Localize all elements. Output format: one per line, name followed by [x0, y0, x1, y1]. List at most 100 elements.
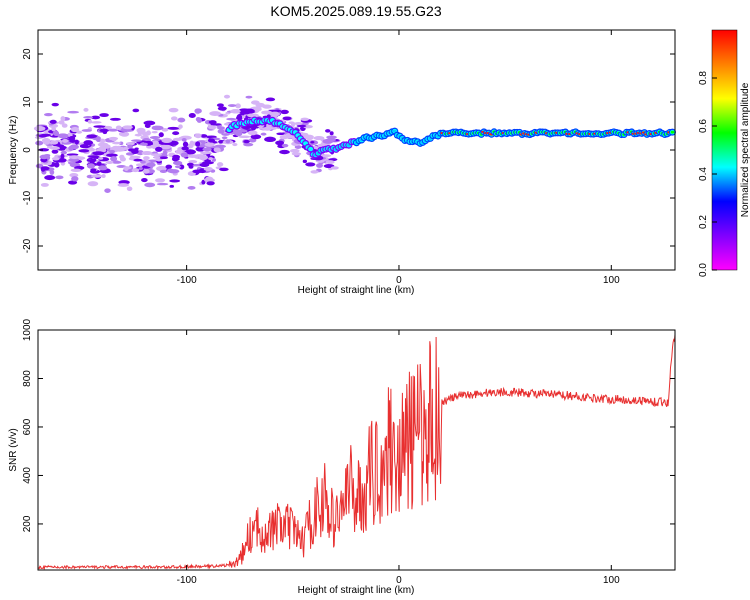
spectrogram-cell [69, 144, 79, 150]
spectrogram-cell [213, 147, 219, 152]
spectrogram-cell [110, 156, 118, 162]
spectrogram-cell [304, 135, 314, 141]
spectrogram-cell [199, 162, 210, 167]
spectrogram-cell [112, 141, 121, 145]
spectrogram-cell [88, 155, 100, 159]
spectrogram-cell [162, 150, 168, 155]
spectrogram-cell [243, 142, 254, 147]
colorbar-label: Normalized spectral amplitude [740, 82, 750, 217]
spectrogram-cell [59, 145, 67, 150]
spectrogram-cell [126, 142, 135, 146]
spectrogram-cell [87, 119, 93, 124]
spectrogram-cell [326, 135, 337, 139]
spectrogram-cell [308, 146, 314, 152]
spectrogram-x-axis-label: Height of straight line (km) [298, 285, 415, 296]
spectrogram-cell [131, 168, 140, 173]
spectrogram-cell [43, 153, 51, 157]
spectrogram-cell [89, 160, 95, 164]
snr-x-axis-label: Height of straight line (km) [298, 585, 415, 596]
spectrogram-cell [168, 107, 179, 113]
spectrogram-cell [151, 130, 158, 134]
spectrogram-cell [275, 140, 285, 146]
spectrogram-cell [120, 131, 130, 137]
spectrogram-cell [109, 149, 116, 154]
spectrogram-cell [330, 166, 339, 170]
spectrogram-cell [236, 114, 243, 120]
spectrogram-cell [95, 137, 101, 142]
spectrogram-cell [98, 157, 104, 160]
snr-panel: -100 0 100 200 400 600 800 1000 Height of strai… [8, 318, 676, 596]
spectrogram-cell [93, 125, 106, 128]
spectrogram-cell [219, 167, 229, 172]
spectrogram-cell [325, 160, 335, 165]
spectrogram-cell [206, 181, 215, 186]
spectrogram-cell [223, 122, 230, 126]
spectrogram-cell [49, 146, 61, 150]
spectrogram-cell [172, 131, 180, 136]
spectrogram-cell [325, 138, 337, 142]
spectrogram-cell [107, 128, 119, 132]
spectrogram-cell [264, 136, 276, 143]
spectrogram-cell [289, 148, 300, 153]
spectrogram-cell [294, 121, 303, 126]
spectrogram-cell [188, 113, 196, 119]
spectrogram-cell [119, 156, 126, 162]
spectrogram-cell [141, 151, 153, 156]
spectrogram-cell [226, 117, 237, 121]
spectrogram-cell [40, 182, 49, 187]
spectrogram-cell [279, 135, 289, 140]
spectrogram-cell [69, 139, 77, 143]
spectrogram-cell [230, 109, 241, 114]
spectrogram-cell [51, 149, 59, 154]
spectrogram-cell [51, 126, 57, 132]
y-tick-label: 10 [22, 96, 33, 108]
spectrogram-cell [181, 146, 189, 151]
spectrogram-cell [151, 125, 164, 131]
spectrogram-cell [247, 130, 258, 136]
spectrogram-cell [195, 141, 201, 147]
spectrogram-cell [392, 129, 397, 133]
y-tick-label: 200 [22, 515, 33, 532]
spectrogram-cell [122, 166, 132, 170]
spectrogram-cell [261, 110, 273, 115]
spectrogram-cell [199, 151, 212, 155]
spectrogram-cell [208, 120, 217, 125]
spectrogram-cell [172, 137, 183, 142]
spectrogram-cell [670, 130, 675, 134]
spectrogram-cell [276, 132, 285, 136]
spectrogram-cell [245, 95, 253, 99]
spectrogram-cell [144, 182, 156, 188]
spectrogram-cell [204, 142, 215, 147]
spectrogram-cell [310, 170, 319, 174]
spectrogram-cell [117, 183, 130, 187]
spectrogram-cell [62, 138, 69, 143]
y-tick-label: 600 [22, 418, 33, 435]
snr-series-line [37, 334, 676, 571]
spectrogram-cell [144, 123, 151, 129]
spectrogram-cell [214, 144, 227, 149]
spectrogram-cell [90, 115, 101, 120]
spectrogram-cell [154, 155, 161, 159]
spectrogram-cell [111, 160, 122, 164]
spectrogram-cell [140, 160, 146, 164]
spectrogram-cell [131, 148, 139, 154]
spectrogram-cell [248, 138, 257, 143]
spectrogram-cell [69, 173, 79, 178]
spectrogram-cell [60, 153, 65, 159]
spectrogram-cell [244, 108, 255, 114]
spectrogram-cell [70, 126, 80, 133]
spectrogram-cell [217, 106, 227, 111]
spectrogram-cell [99, 113, 109, 118]
spectrogram-cell [115, 125, 122, 131]
spectrogram-cell [200, 134, 208, 138]
spectrogram-cell [296, 124, 307, 128]
spectrogram-cell [83, 140, 94, 146]
spectrogram-cell [166, 168, 175, 173]
spectrogram-cell [105, 160, 114, 164]
spectrogram-cell [169, 179, 181, 183]
spectrogram-cell [60, 116, 66, 121]
colorbar-ticks: 0.0 0.2 0.4 0.6 0.8 [698, 71, 717, 277]
spectrogram-cell [325, 129, 331, 133]
